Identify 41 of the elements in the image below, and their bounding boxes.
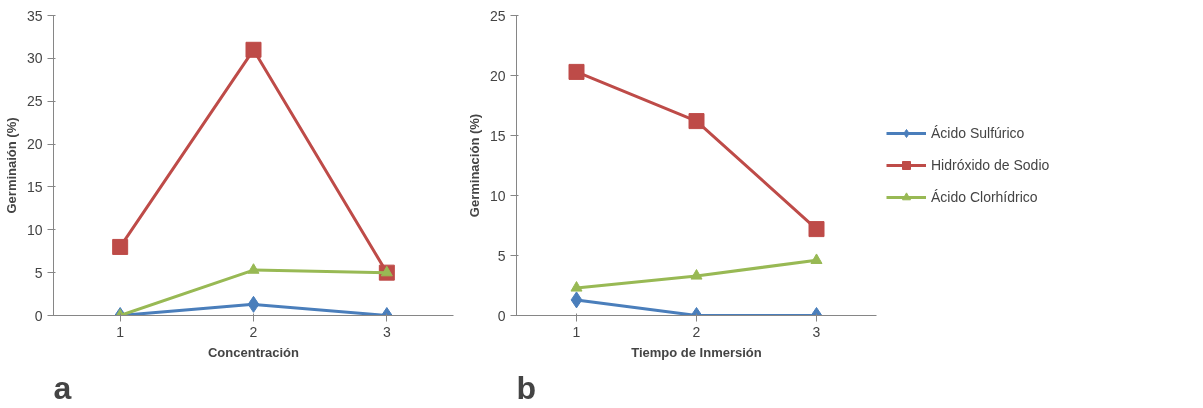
x-axis-title: Tiempo de Inmersión bbox=[631, 344, 762, 360]
point bbox=[570, 291, 583, 309]
y-tick-label: 20 bbox=[26, 136, 43, 153]
y-tick-label: 25 bbox=[489, 7, 506, 24]
point bbox=[810, 253, 823, 264]
y-axis-title: Germinación (%) bbox=[466, 113, 482, 218]
point bbox=[690, 269, 703, 280]
legend-label: Ácido Sulfúrico bbox=[931, 125, 1025, 141]
text: b bbox=[516, 369, 537, 406]
y-tick-label: 0 bbox=[497, 307, 506, 324]
y-tick-label: 10 bbox=[26, 221, 43, 238]
x-tick-label: 3 bbox=[812, 323, 821, 340]
y-tick-label: 0 bbox=[34, 307, 43, 324]
point bbox=[380, 265, 393, 277]
legend-label: Ácido Clorhídrico bbox=[931, 189, 1038, 205]
x-tick-label: 1 bbox=[116, 323, 125, 340]
point bbox=[688, 113, 705, 130]
y-tick-label: 15 bbox=[489, 127, 506, 144]
point bbox=[568, 63, 585, 80]
point bbox=[808, 221, 825, 238]
x-tick-label: 2 bbox=[692, 323, 701, 340]
y-tick-label: 10 bbox=[489, 187, 506, 204]
y-axis-title: Germinaión (%) bbox=[3, 117, 19, 214]
point bbox=[245, 41, 262, 58]
y-tick-label: 25 bbox=[26, 93, 43, 110]
y-tick-label: 35 bbox=[26, 7, 43, 24]
y-tick-label: 15 bbox=[26, 178, 43, 195]
text: a bbox=[53, 369, 72, 406]
x-tick-label: 3 bbox=[382, 323, 391, 340]
y-tick-label: 20 bbox=[489, 67, 506, 84]
x-tick-label: 1 bbox=[572, 323, 581, 340]
point bbox=[112, 238, 129, 255]
x-tick-label: 2 bbox=[249, 323, 258, 340]
point bbox=[247, 295, 260, 313]
point bbox=[570, 281, 583, 292]
y-tick-label: 30 bbox=[26, 50, 43, 67]
legend-label: Hidróxido de Sodio bbox=[931, 157, 1050, 173]
y-tick-label: 5 bbox=[497, 247, 506, 264]
x-axis-title: Concentración bbox=[207, 344, 300, 360]
point bbox=[247, 263, 260, 274]
y-tick-label: 5 bbox=[34, 264, 43, 281]
